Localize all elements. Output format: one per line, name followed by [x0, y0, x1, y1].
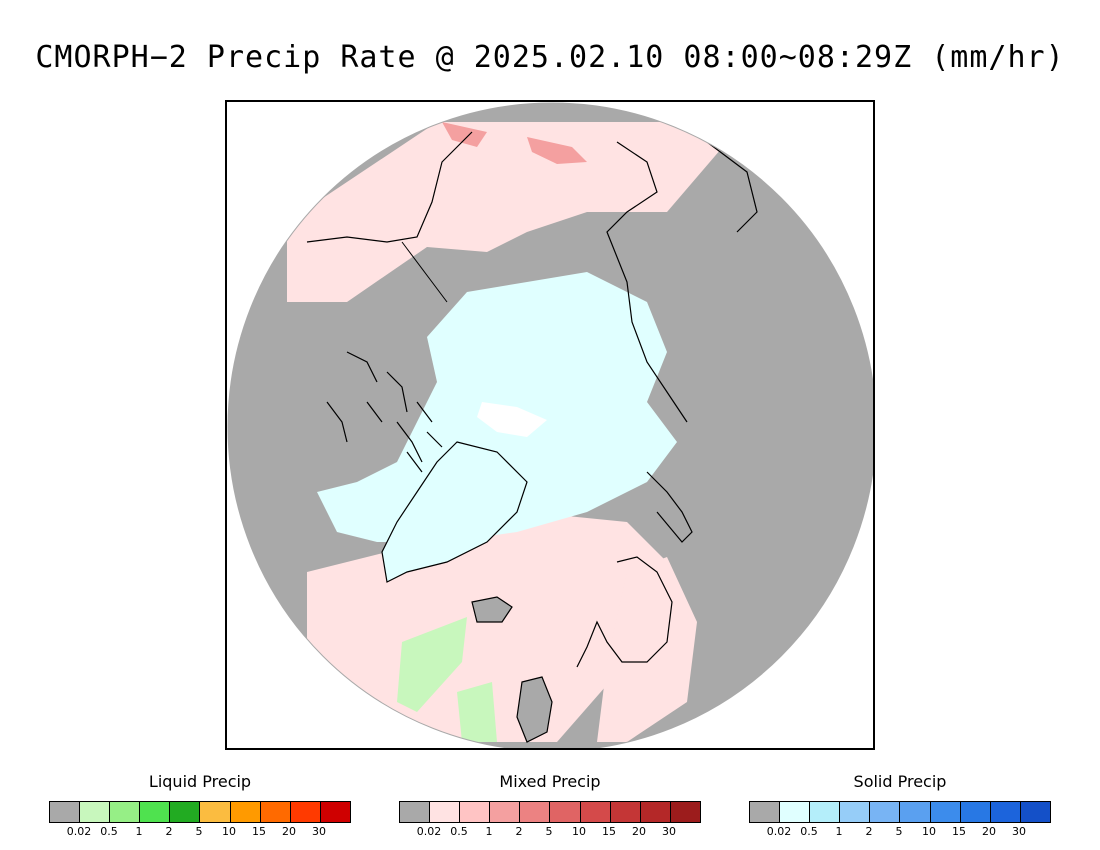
legend-mixed-bar	[399, 801, 701, 823]
legend-liquid-tick-label: 30	[312, 825, 326, 838]
map-panel	[225, 100, 875, 750]
mixed-precip-north-pacific	[287, 122, 727, 302]
liquid-precip-atlantic-2	[457, 682, 497, 742]
legend-solid-swatch	[840, 802, 871, 822]
alaska-canada-border	[401, 241, 448, 303]
legend-liquid-swatch	[320, 802, 350, 822]
legend-liquid-swatch	[110, 802, 141, 822]
legend-liquid-tick-label: 0.02	[66, 825, 92, 838]
kamchatka-coastline	[706, 141, 758, 233]
legend-liquid-swatch	[230, 802, 261, 822]
legend-solid-tick-label: 10	[922, 825, 936, 838]
iceland-coastline	[471, 596, 513, 623]
legend-solid-swatch	[750, 802, 781, 822]
novaya-zemlya-coastline	[646, 471, 693, 543]
legend-solid-swatch	[870, 802, 901, 822]
legend-mixed-tick-label: 2	[515, 825, 523, 838]
legend-liquid-swatch	[200, 802, 231, 822]
legend-liquid: Liquid Precip 0.02 0.5 1 2 5 10 15 20 30	[49, 772, 351, 839]
greenland-coastline	[381, 441, 528, 583]
legend-mixed-tick-label: 15	[602, 825, 616, 838]
map-title: CMORPH−2 Precip Rate @ 2025.02.10 08:00~…	[35, 40, 1065, 75]
legend-solid-swatch	[990, 802, 1021, 822]
solid-precip-pole	[477, 402, 547, 437]
legend-solid-swatch	[960, 802, 991, 822]
legend-mixed-swatch	[520, 802, 551, 822]
legend-solid-bar	[749, 801, 1051, 823]
legend-solid-title: Solid Precip	[853, 772, 947, 791]
legend-mixed-swatch	[610, 802, 641, 822]
legend-liquid-tick-label: 10	[222, 825, 236, 838]
legend-mixed-swatch	[580, 802, 611, 822]
legend-solid-tick-label: 30	[1012, 825, 1026, 838]
legend-mixed-swatch	[400, 802, 431, 822]
legend-solid-ticks: 0.02 0.5 1 2 5 10 15 20 30	[749, 825, 1049, 839]
legend-solid-swatch	[900, 802, 931, 822]
legend-solid-tick-label: 20	[982, 825, 996, 838]
legend-solid-swatch	[810, 802, 841, 822]
polar-map	[227, 102, 873, 748]
legend-liquid-tick-label: 1	[135, 825, 143, 838]
legend-mixed-tick-label: 1	[485, 825, 493, 838]
legend-solid-tick-label: 5	[895, 825, 903, 838]
legend-mixed-tick-label: 30	[662, 825, 676, 838]
legend-liquid-tick-label: 20	[282, 825, 296, 838]
legend-solid-swatch	[930, 802, 961, 822]
legend-mixed-tick-label: 20	[632, 825, 646, 838]
canadian-archipelago-coastline	[326, 351, 443, 473]
legend-liquid-tick-label: 5	[195, 825, 203, 838]
legend-solid-tick-label: 1	[835, 825, 843, 838]
legend-mixed-tick-label: 5	[545, 825, 553, 838]
legend-liquid-swatch	[290, 802, 321, 822]
legend-solid-tick-label: 0.5	[800, 825, 818, 838]
legend-liquid-tick-label: 2	[165, 825, 173, 838]
siberia-coastline	[606, 141, 688, 423]
mixed-precip-pacific-heavy-2	[527, 137, 587, 164]
legend-liquid-swatch	[170, 802, 201, 822]
mixed-precip-pacific-heavy	[442, 122, 487, 147]
legend-solid-tick-label: 2	[865, 825, 873, 838]
liquid-precip-atlantic	[397, 617, 467, 712]
legend-mixed-swatch	[640, 802, 671, 822]
legend-liquid-title: Liquid Precip	[148, 772, 252, 791]
legend-liquid-swatch	[260, 802, 291, 822]
alaska-coastline	[306, 131, 473, 243]
legend-mixed-title: Mixed Precip	[499, 772, 601, 791]
legend-mixed-tick-label: 10	[572, 825, 586, 838]
legend-solid-tick-label: 0.02	[766, 825, 792, 838]
legend-solid-swatch	[780, 802, 811, 822]
legend-mixed-ticks: 0.02 0.5 1 2 5 10 15 20 30	[399, 825, 699, 839]
legend-liquid-swatch	[50, 802, 81, 822]
legend-solid-swatch	[1020, 802, 1050, 822]
legend-liquid-bar	[49, 801, 351, 823]
legend-liquid-swatch	[80, 802, 111, 822]
map-disk-edge	[227, 102, 873, 748]
legend-mixed-swatch	[460, 802, 491, 822]
scandinavia-coastline	[576, 556, 673, 668]
legend-solid-tick-label: 15	[952, 825, 966, 838]
legend-mixed: Mixed Precip 0.02 0.5 1 2 5 10 15 20 30	[399, 772, 701, 839]
legend-liquid-swatch	[140, 802, 171, 822]
british-isles-coastline	[516, 676, 553, 743]
legend-mixed-swatch	[550, 802, 581, 822]
legend-mixed-swatch	[670, 802, 700, 822]
legend-liquid-tick-label: 0.5	[100, 825, 118, 838]
legend-mixed-tick-label: 0.5	[450, 825, 468, 838]
legend-liquid-tick-label: 15	[252, 825, 266, 838]
legend-solid: Solid Precip 0.02 0.5 1 2 5 10 15 20 30	[749, 772, 1051, 839]
legend-liquid-ticks: 0.02 0.5 1 2 5 10 15 20 30	[49, 825, 349, 839]
legend-mixed-swatch	[490, 802, 521, 822]
legend-mixed-tick-label: 0.02	[416, 825, 442, 838]
legend-mixed-swatch	[430, 802, 461, 822]
